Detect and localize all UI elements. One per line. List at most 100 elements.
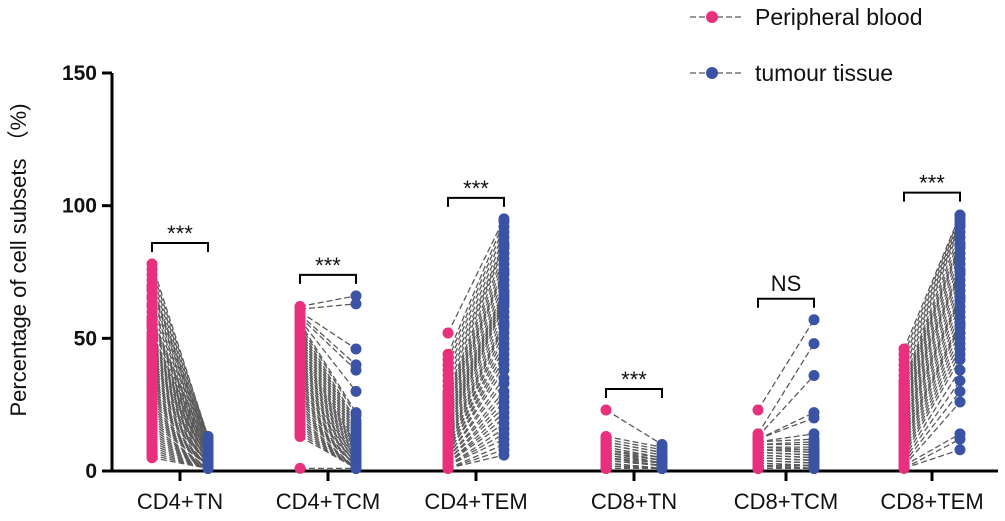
pair-line-cd8tem [903,253,961,395]
pair-line-cd8tem [903,269,961,403]
point-tumour-tissue-cd4tcm [350,290,362,302]
pair-line-cd4tn [151,441,209,469]
legend-item-tumour-tissue: tumour tissue [690,60,893,86]
point-tumour-tissue-cd8tcm [808,314,820,326]
point-peripheral-blood-cd4tem [442,462,454,474]
pair-line-cd4tem [447,417,505,464]
data-points [146,209,966,474]
pair-line-cd4tem [447,338,505,445]
pair-line-cd4tem [447,311,505,432]
pair-line-cd4tcm [299,433,357,469]
pair-line-cd4tn [151,377,209,461]
point-tumour-tissue-cd4tn [202,462,214,474]
point-tumour-tissue-cd8tcm [808,412,820,424]
point-tumour-tissue-cd8tn [656,462,668,474]
pair-line-cd4tcm [299,337,357,432]
pair-line-cd4tem [447,454,505,469]
point-tumour-tissue-cd8tcm [808,338,820,350]
pair-line-cd8tn [605,459,663,467]
pair-line-cd4tcm [299,327,357,421]
pair-line-cd4tem [447,290,505,413]
pair-line-cd4tcm [299,364,357,451]
significance-label-cd4tem: *** [463,176,489,201]
pair-line-cd8tem [903,263,961,400]
pair-line-cd8tem [903,285,961,413]
pair-line-cd4tcm [299,420,357,469]
pair-line-cd8tcm [757,438,815,443]
pair-line-cd4tn [151,338,209,453]
pair-line-cd4tem [447,263,505,397]
legend-label-peripheral-blood: Peripheral blood [755,4,923,30]
pair-line-cd4tn [151,351,209,456]
pair-line-cd8tn [605,441,663,454]
pair-line-cd8tcm [757,343,815,435]
pair-line-cd4tcm [299,359,357,448]
pair-line-cd4tcm [299,295,357,308]
pair-line-cd4tn [151,287,209,443]
pair-line-cd8tem [903,380,961,461]
pair-line-cd4tn [151,364,209,459]
pair-line-cd8tem [903,316,961,432]
significance-annotations: *** *** *** *** NS *** [151,171,961,398]
pair-line-cd4tn [151,348,209,456]
legend-marker-peripheral-blood [706,11,718,23]
pair-line-cd4tem [447,231,505,366]
pair-line-cd8tem [903,359,961,456]
pair-line-cd4tn [151,383,209,461]
pair-line-cd8tem [903,449,961,469]
pair-line-cd4tem [447,377,505,456]
pair-line-cd4tcm [299,348,357,443]
x-tick-label-cd8tcm: CD8+TCM [734,489,839,514]
significance-bracket-cd8tcm [757,297,815,308]
pair-line-cd4tcm [299,401,357,464]
pair-line-cd4tcm [299,383,357,459]
pair-line-cd4tem [447,364,505,453]
pair-line-cd8tcm [757,319,815,411]
significance-bracket-cd4tem [447,196,505,207]
pair-line-cd4tem [447,274,505,405]
point-peripheral-blood-cd8tcm [752,462,764,474]
pair-line-cd8tem [903,338,961,445]
pair-line-cd4tn [151,438,209,469]
pair-line-cd8tem [903,218,961,360]
pair-line-cd4tn [151,340,209,456]
point-tumour-tissue-cd8tem [954,354,966,366]
pair-line-cd4tcm [299,316,357,371]
point-tumour-tissue-cd8tem [954,433,966,445]
pair-line-cd4tn [151,412,209,467]
point-tumour-tissue-cd4tem [498,449,510,461]
point-tumour-tissue-cd8tem [954,375,966,387]
pair-line-cd8tem [903,242,961,387]
pair-line-cd4tcm [299,412,357,467]
pair-line-cd4tn [151,385,209,464]
pair-line-cd4tem [447,271,505,403]
pair-line-cd4tem [447,443,505,469]
pair-line-cd8tem [903,247,961,392]
pair-line-cd8tn [605,435,663,448]
x-tick-label-cd8tem: CD8+TEM [880,489,983,514]
pair-line-cd8tn [605,438,663,451]
point-tumour-tissue-cd4tcm [350,298,362,310]
pair-line-cd4tn [151,417,209,467]
x-tick-label-cd4tem: CD4+TEM [424,489,527,514]
y-tick-label-0: 0 [85,460,97,483]
pair-line-cd4tem [447,383,505,456]
pair-line-cd4tem [447,269,505,400]
pair-line-cd8tcm [757,454,815,459]
pair-line-cd8tcm [757,375,815,437]
significance-label-cd4tcm: *** [315,253,341,278]
pair-line-cd4tcm [299,332,357,427]
significance-label-cd8tem: *** [919,171,945,196]
pair-line-cd4tn [151,279,209,440]
pair-line-cd8tem [903,274,961,408]
pair-line-cd4tcm [299,372,357,456]
pair-line-cd4tcm [299,343,357,437]
pair-line-cd4tem [447,369,505,453]
significance-bracket-cd4tn [151,242,209,253]
pair-line-cd4tcm [299,345,357,440]
pair-line-cd4tem [447,237,505,371]
pair-line-cd4tem [447,242,505,376]
pair-line-cd4tn [151,298,209,445]
point-peripheral-blood-cd8tem [898,462,910,474]
pair-line-cd4tn [151,398,209,464]
